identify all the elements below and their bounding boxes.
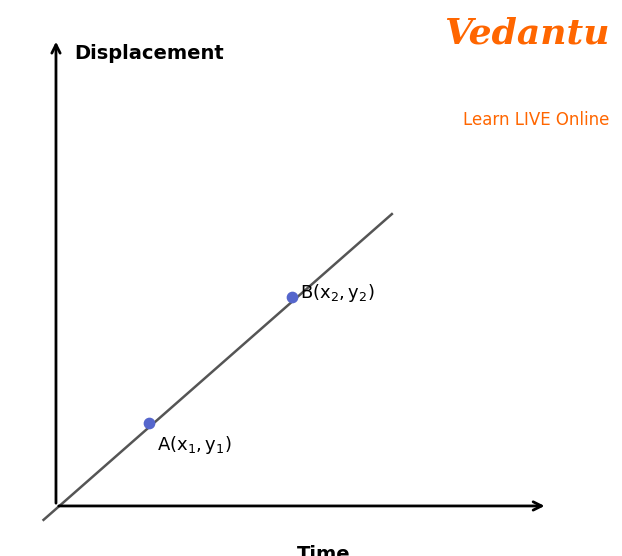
Text: Time: Time bbox=[297, 545, 350, 556]
Text: Vedantu: Vedantu bbox=[444, 17, 610, 51]
Text: $\mathregular{A(x_1,y_1)}$: $\mathregular{A(x_1,y_1)}$ bbox=[157, 434, 231, 456]
Text: Displacement: Displacement bbox=[75, 44, 225, 63]
Point bbox=[287, 293, 297, 302]
Text: Learn LIVE Online: Learn LIVE Online bbox=[463, 111, 610, 129]
Text: $\mathregular{B(x_2,y_2)}$: $\mathregular{B(x_2,y_2)}$ bbox=[300, 282, 374, 304]
Point bbox=[144, 418, 154, 427]
